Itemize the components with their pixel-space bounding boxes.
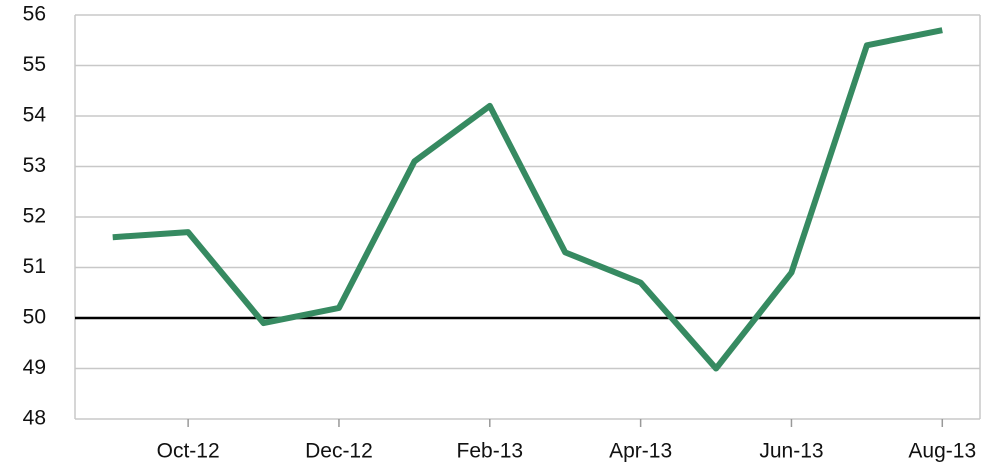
x-tick-label: Aug-13 (908, 440, 976, 463)
x-tick-label: Feb-13 (457, 440, 524, 463)
x-tick-label: Oct-12 (157, 440, 220, 463)
y-tick-label: 52 (23, 205, 46, 228)
x-tick-label: Dec-12 (305, 440, 373, 463)
y-tick-label: 53 (23, 154, 46, 177)
x-tick-label: Jun-13 (759, 440, 823, 463)
y-tick-label: 51 (23, 255, 46, 278)
y-tick-label: 49 (23, 356, 46, 379)
y-tick-label: 56 (23, 3, 46, 26)
line-series (112, 27, 943, 372)
y-tick-label: 54 (23, 104, 47, 127)
y-tick-label: 55 (23, 53, 46, 76)
x-tick-label: Apr-13 (609, 440, 672, 463)
y-tick-label: 48 (23, 407, 46, 430)
y-tick-label: 50 (23, 306, 46, 329)
